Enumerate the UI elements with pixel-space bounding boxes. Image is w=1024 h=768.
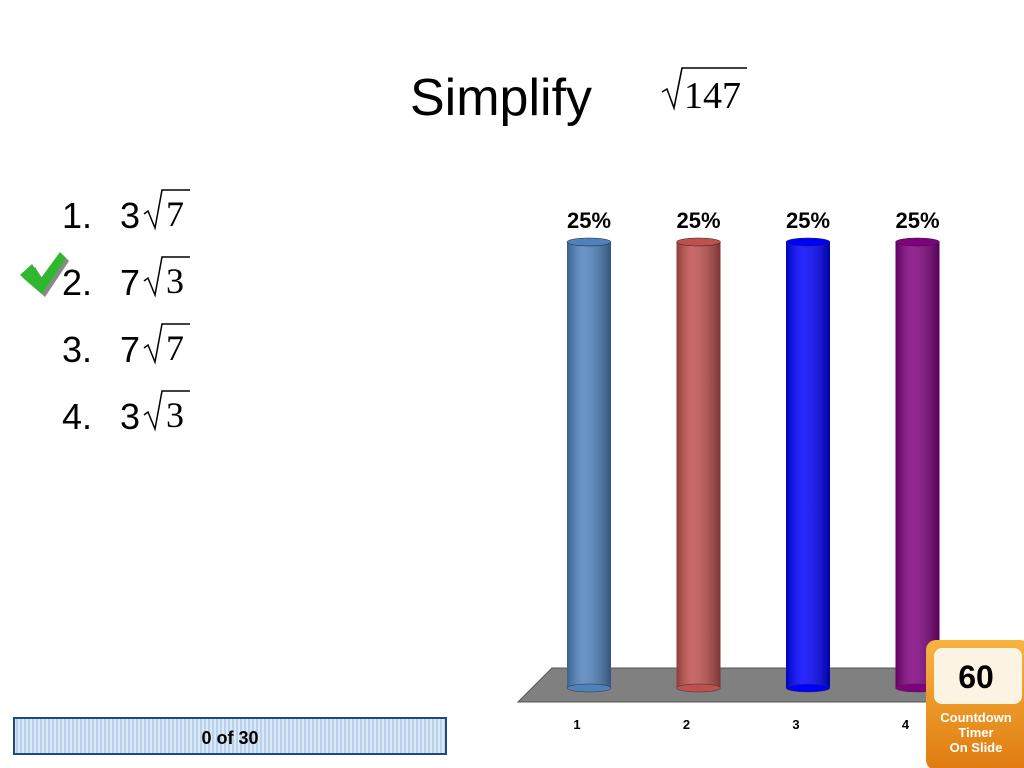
x-tick-label: 1 bbox=[573, 717, 580, 732]
bar-top bbox=[785, 237, 831, 247]
option-radicand: 7 bbox=[166, 328, 184, 368]
timer-caption: On Slide bbox=[950, 740, 1003, 755]
option-number: 2. bbox=[62, 262, 92, 303]
option-coefficient: 7 bbox=[120, 329, 140, 370]
bar-shade bbox=[567, 242, 611, 688]
x-tick-label: 4 bbox=[902, 717, 910, 732]
timer-caption: Countdown bbox=[940, 710, 1012, 725]
value-label: 25% bbox=[786, 208, 830, 233]
option-number: 3. bbox=[62, 329, 92, 370]
radical-sign bbox=[143, 390, 190, 432]
radical-sign bbox=[661, 67, 747, 111]
timer-face bbox=[934, 648, 1022, 704]
option-number: 4. bbox=[62, 396, 92, 437]
title: Simplify bbox=[410, 69, 592, 127]
option-coefficient: 7 bbox=[120, 262, 140, 303]
bar bbox=[566, 237, 612, 693]
option-coefficient: 3 bbox=[120, 195, 140, 236]
bar bbox=[785, 237, 831, 693]
response-counter bbox=[13, 717, 447, 755]
value-label: 25% bbox=[895, 208, 939, 233]
bar-shade bbox=[676, 242, 721, 688]
bar-top bbox=[566, 237, 612, 247]
x-tick-label: 2 bbox=[683, 717, 690, 732]
bar-top bbox=[676, 237, 721, 247]
option-radicand: 3 bbox=[166, 261, 184, 301]
correct-check bbox=[20, 252, 66, 294]
timer-caption: Timer bbox=[958, 725, 993, 740]
value-label: 25% bbox=[567, 208, 611, 233]
radical-sign bbox=[143, 323, 190, 365]
option-radicand: 3 bbox=[166, 395, 184, 435]
bar-bottom bbox=[566, 683, 612, 693]
timer-seconds: 60 bbox=[958, 659, 994, 695]
option-number: 1. bbox=[62, 195, 92, 236]
option-radicand: 7 bbox=[166, 194, 184, 234]
radical-sign bbox=[143, 256, 190, 298]
bar-top bbox=[895, 237, 940, 247]
bar-bottom bbox=[676, 683, 721, 693]
title-radicand: 147 bbox=[684, 75, 741, 117]
radical-sign bbox=[143, 189, 190, 231]
x-tick-label: 3 bbox=[792, 717, 799, 732]
bar-shade bbox=[895, 242, 940, 688]
bar-shade bbox=[786, 242, 830, 688]
counter-text: 0 of 30 bbox=[201, 728, 258, 748]
bar-bottom bbox=[785, 683, 831, 693]
bar bbox=[895, 237, 940, 693]
bar bbox=[676, 237, 721, 693]
value-label: 25% bbox=[676, 208, 720, 233]
option-coefficient: 3 bbox=[120, 396, 140, 437]
